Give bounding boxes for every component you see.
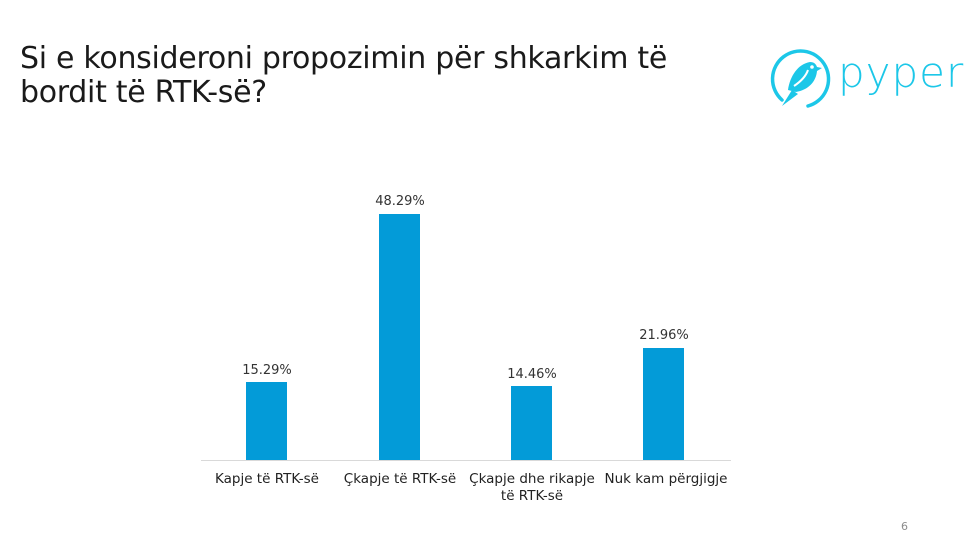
bar-ckapje: [379, 214, 420, 460]
bar-value-label: 21.96%: [639, 328, 689, 343]
bar-nuk-kam-pergjigje: [643, 348, 684, 460]
bar-kapje: [246, 382, 287, 460]
category-label: Çkapje dhe rikapje të RTK-së: [469, 471, 595, 504]
bar-value-label: 15.29%: [242, 363, 292, 378]
bar-chart: 15.29% 48.29% 14.46% 21.96% Kapje të RTK…: [200, 180, 732, 510]
pyper-logo: pyper: [768, 46, 968, 112]
page-number: 6: [901, 520, 908, 533]
logo-text: pyper: [838, 48, 965, 97]
slide-title: Si e konsideroni propozimin për shkarkim…: [20, 41, 667, 110]
bar-value-label: 48.29%: [375, 194, 425, 209]
bar-ckapje-rikapje: [511, 386, 552, 460]
bar-value-label: 14.46%: [507, 367, 557, 382]
bird-in-circle-icon: [770, 49, 831, 108]
category-label: Kapje të RTK-së: [215, 471, 319, 487]
category-label: Çkapje të RTK-së: [343, 471, 457, 487]
x-axis-line: [201, 460, 731, 461]
category-label: Nuk kam përgjigje: [604, 471, 728, 487]
